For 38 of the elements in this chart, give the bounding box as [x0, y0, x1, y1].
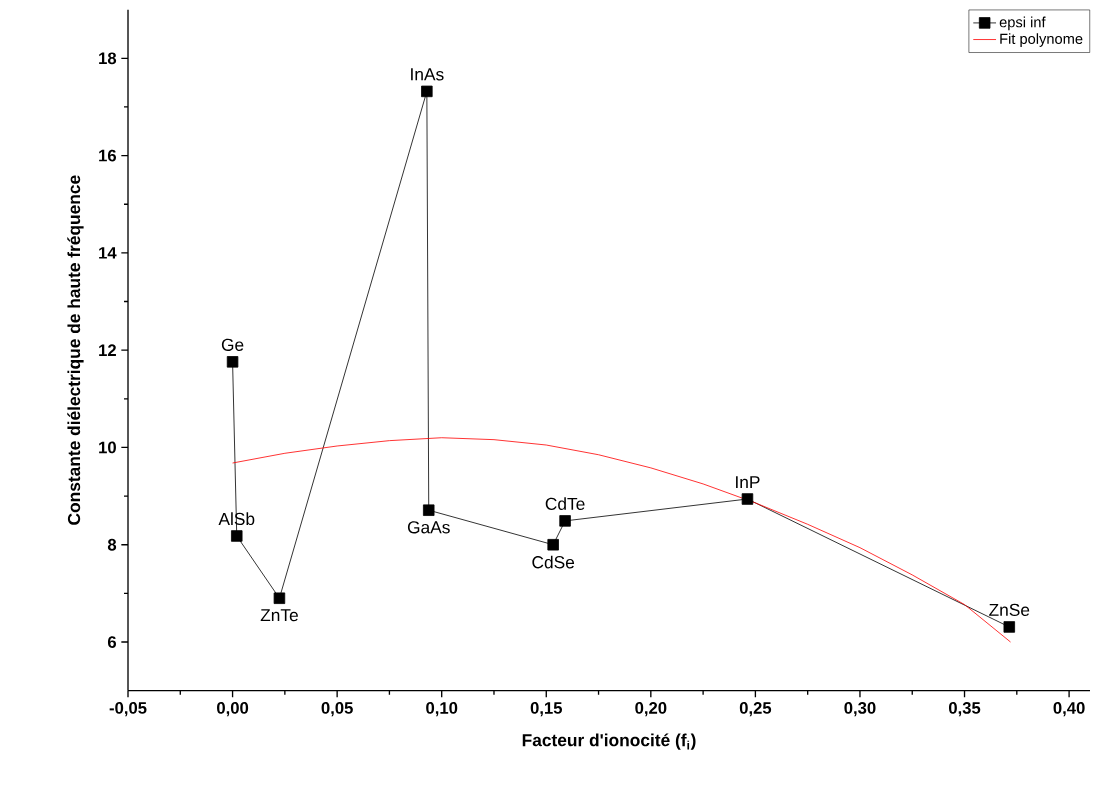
- point: [421, 85, 433, 98]
- point: [226, 356, 239, 368]
- point: [741, 493, 754, 505]
- y-tick-label: 6: [107, 636, 117, 648]
- y-tick-label: 8: [107, 538, 117, 551]
- y-tick-label: 14: [99, 247, 117, 259]
- point: [423, 504, 435, 516]
- legend-label: epsi inf: [999, 16, 1046, 31]
- annotation: InP: [736, 476, 760, 489]
- x-tick-label: 0,20: [635, 702, 667, 717]
- y-tick-label: 10: [99, 441, 116, 454]
- point: [273, 592, 286, 604]
- x-tick-label: 0,25: [739, 702, 772, 717]
- x-tick-label: 0,00: [217, 702, 249, 717]
- y-tick-label: 18: [99, 52, 117, 65]
- x-tick-label: 0,10: [426, 702, 458, 717]
- x-tick-label: -0,05: [109, 702, 147, 717]
- x-tick-label: 0,05: [321, 702, 353, 717]
- y-tick-label: 12: [99, 344, 116, 356]
- legend-label: Fit polynome: [1000, 33, 1083, 47]
- point: [231, 530, 243, 542]
- annotation: ZnTe: [260, 609, 298, 622]
- x-tick-label: 0,40: [1053, 702, 1085, 717]
- x-tick-label: 0,30: [844, 702, 876, 717]
- x-tick-label: 0,15: [530, 702, 563, 717]
- annotation: GaAs: [407, 521, 450, 534]
- annotation: CdSe: [532, 555, 575, 569]
- y-tick-label: 16: [99, 149, 117, 162]
- annotation: ZnSe: [989, 603, 1030, 617]
- point: [547, 539, 559, 551]
- annotation: Ge: [221, 338, 244, 351]
- x-tick-label: 0,35: [948, 702, 981, 717]
- annotation: CdTe: [545, 497, 585, 510]
- y-axis-title: Constante diélectrique de haute fréquence: [67, 175, 84, 525]
- annotation: InAs: [411, 68, 444, 81]
- x-axis-title: Facteur d'ionocité (f$_{i}$): [522, 733, 696, 750]
- point: [559, 515, 571, 527]
- point: [1003, 621, 1016, 633]
